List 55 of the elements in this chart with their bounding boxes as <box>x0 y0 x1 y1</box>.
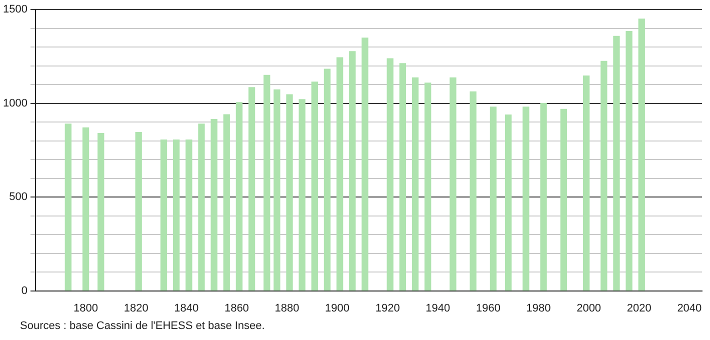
x-tick-label: 1920 <box>375 302 400 314</box>
bar <box>264 74 270 291</box>
bar <box>450 77 456 291</box>
x-tick-label: 1900 <box>325 302 350 314</box>
x-tick-label: 1960 <box>476 302 500 314</box>
bar <box>399 63 406 291</box>
bar <box>172 140 180 291</box>
x-tick-label: 2040 <box>677 302 702 314</box>
bar <box>160 140 168 291</box>
bar <box>324 68 331 291</box>
y-tick-label: 1000 <box>2 97 28 110</box>
bar <box>210 118 218 291</box>
bar <box>505 114 512 291</box>
bar <box>412 77 419 291</box>
source-note: Sources : base Cassini de l'EHESS et base Insee. <box>20 320 265 332</box>
bar <box>424 82 432 291</box>
bar <box>560 108 567 291</box>
bar <box>582 75 590 291</box>
bar <box>64 124 72 291</box>
x-tick-label: 2000 <box>576 302 602 314</box>
bar <box>186 140 192 291</box>
bar <box>286 94 293 291</box>
bar <box>540 103 547 291</box>
bar <box>236 102 243 291</box>
bar <box>349 51 356 291</box>
x-tick-label: 1880 <box>274 302 300 314</box>
x-tick-label: 2020 <box>626 302 652 314</box>
bar <box>522 106 530 291</box>
bar <box>98 133 104 291</box>
y-tick-label: 1500 <box>2 4 28 16</box>
y-tick-label: 500 <box>9 191 28 204</box>
bar <box>470 91 476 291</box>
x-tick-label: 1980 <box>526 302 551 314</box>
bar <box>362 38 368 291</box>
bar <box>600 60 608 291</box>
bar <box>336 57 344 291</box>
bar <box>626 31 632 291</box>
bar <box>135 132 142 291</box>
x-tick-label: 1800 <box>74 302 98 314</box>
x-tick-label: 1940 <box>426 302 450 314</box>
bar <box>638 18 645 291</box>
bar <box>82 127 90 291</box>
bar <box>311 82 318 291</box>
x-tick-label: 1820 <box>124 302 148 314</box>
x-tick-label: 1840 <box>174 302 199 314</box>
bar <box>198 124 205 291</box>
bar <box>223 114 230 291</box>
bar <box>248 87 256 291</box>
y-tick-label: 0 <box>21 284 28 297</box>
bar <box>386 58 394 291</box>
x-tick-label: 1860 <box>224 302 249 314</box>
bar <box>298 99 306 291</box>
bar <box>613 36 620 291</box>
bar <box>490 106 497 291</box>
bar <box>274 89 280 291</box>
